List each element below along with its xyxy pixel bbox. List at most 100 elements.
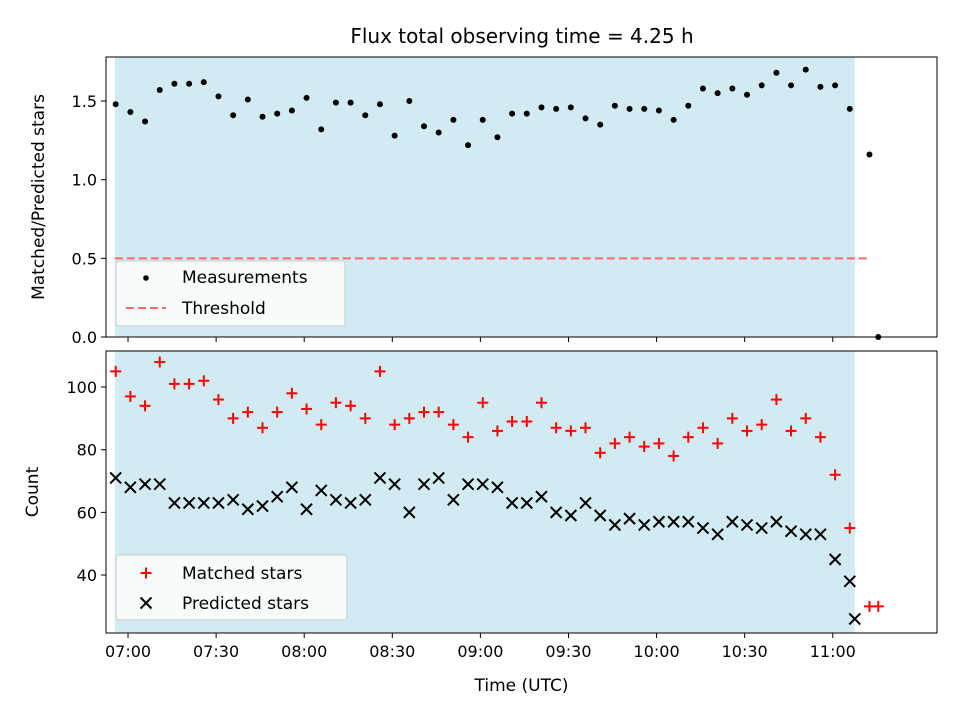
measurement-point xyxy=(538,104,545,111)
marker-stroke xyxy=(447,493,460,507)
measurement-point xyxy=(846,105,853,112)
matched-star-point xyxy=(124,390,136,402)
measurement-point xyxy=(685,102,692,109)
marker-stroke xyxy=(564,509,578,522)
measurement-point xyxy=(802,66,809,73)
marker-stroke xyxy=(549,506,563,519)
matched-star-point xyxy=(242,406,254,418)
legend-measurements-label: Measurements xyxy=(182,268,308,288)
predicted-star-point xyxy=(828,553,842,566)
measurement-point xyxy=(406,98,413,105)
measurement-point xyxy=(714,90,721,97)
predicted-star-point xyxy=(593,509,607,522)
measurement-point xyxy=(611,102,618,109)
measurement-point xyxy=(773,69,780,76)
predicted-star-point xyxy=(579,496,592,510)
predicted-star-point xyxy=(476,477,489,491)
predicted-star-point xyxy=(505,496,519,510)
matched-star-point xyxy=(139,400,151,412)
predicted-star-point xyxy=(667,515,680,528)
legend-predicted-label: Predicted stars xyxy=(182,594,309,614)
matched-star-point xyxy=(580,422,592,434)
marker-stroke xyxy=(226,493,240,507)
matched-star-point xyxy=(712,437,724,449)
bottom-axes-frame xyxy=(105,350,938,634)
marker-stroke xyxy=(139,596,153,610)
marker-stroke xyxy=(740,518,754,532)
predicted-star-point xyxy=(564,509,578,522)
matched-star-point xyxy=(594,447,606,459)
matched-star-point xyxy=(785,425,797,437)
marker-stroke xyxy=(579,496,592,510)
marker-stroke xyxy=(153,477,166,491)
predicted-star-point xyxy=(814,528,827,541)
measurement-point xyxy=(391,132,398,139)
measurement-point xyxy=(127,109,134,116)
predicted-star-point xyxy=(241,503,255,516)
marker-stroke xyxy=(491,481,504,494)
matched-star-point xyxy=(257,422,269,434)
matched-star-point xyxy=(872,600,884,612)
measurement-point xyxy=(744,91,751,98)
measurement-point xyxy=(215,93,222,100)
x-tick-label: 09:30 xyxy=(545,642,591,661)
legend-marker-glyph xyxy=(140,567,152,579)
x-tick-label: 07:30 xyxy=(193,642,239,661)
marker-stroke xyxy=(638,518,651,532)
matched-star-point xyxy=(726,412,738,424)
bottom-legend-box xyxy=(115,554,348,621)
measurement-point xyxy=(509,110,516,117)
matched-star-point xyxy=(521,416,533,427)
marker-stroke xyxy=(329,493,343,507)
marker-stroke xyxy=(212,496,225,510)
measurement-point xyxy=(788,82,795,89)
measurement-point xyxy=(142,118,149,125)
panel-ratio: 0.0 0.5 1.0 1.5 Matched/Predicted stars Mea… xyxy=(29,56,938,347)
matched-star-point xyxy=(315,419,327,431)
marker-stroke xyxy=(315,484,328,497)
matched-star-point xyxy=(506,416,518,427)
matched-star-point xyxy=(110,365,122,377)
marker-stroke xyxy=(711,528,724,541)
measurement-point xyxy=(259,113,266,120)
matched-star-point xyxy=(550,422,562,434)
marker-stroke xyxy=(373,471,387,485)
predicted-star-point xyxy=(520,496,533,510)
measurement-point xyxy=(567,104,574,111)
measurement-point xyxy=(465,142,472,149)
marker-stroke xyxy=(505,496,519,510)
measurement-point xyxy=(655,107,662,114)
measurement-point xyxy=(288,107,295,114)
x-tick-label: 08:30 xyxy=(369,642,415,661)
bottom-y-axis-label: Count xyxy=(23,466,43,517)
marker-stroke xyxy=(843,575,856,588)
measurement-point xyxy=(729,85,736,92)
top-y-ticks: 0.0 0.5 1.0 1.5 xyxy=(72,92,106,347)
marker-stroke xyxy=(270,490,284,503)
predicted-star-point xyxy=(447,493,460,507)
marker-stroke xyxy=(682,515,695,528)
predicted-star-point xyxy=(755,521,768,535)
x-tick-label: 10:30 xyxy=(722,642,768,661)
y-tick-label: 1.5 xyxy=(72,92,97,111)
marker-stroke xyxy=(124,481,137,494)
y-tick-label: 0.5 xyxy=(72,249,97,268)
predicted-star-point xyxy=(138,477,152,491)
marker-stroke xyxy=(285,481,299,494)
predicted-star-point xyxy=(535,490,548,503)
predicted-star-point xyxy=(682,515,695,528)
matched-star-point xyxy=(301,403,313,415)
matched-star-point xyxy=(814,431,826,443)
measurement-point xyxy=(699,85,706,92)
legend-threshold-label: Threshold xyxy=(181,299,266,319)
marker-stroke xyxy=(476,477,489,491)
matched-star-point xyxy=(403,412,415,424)
matched-star-point xyxy=(741,425,753,437)
marker-stroke xyxy=(168,496,181,510)
predicted-star-point xyxy=(461,477,475,491)
marker-stroke xyxy=(403,506,416,519)
measurement-point xyxy=(626,105,633,112)
measurement-point xyxy=(274,110,281,117)
predicted-star-point xyxy=(212,496,225,510)
x-tick-label: 08:00 xyxy=(281,642,327,661)
